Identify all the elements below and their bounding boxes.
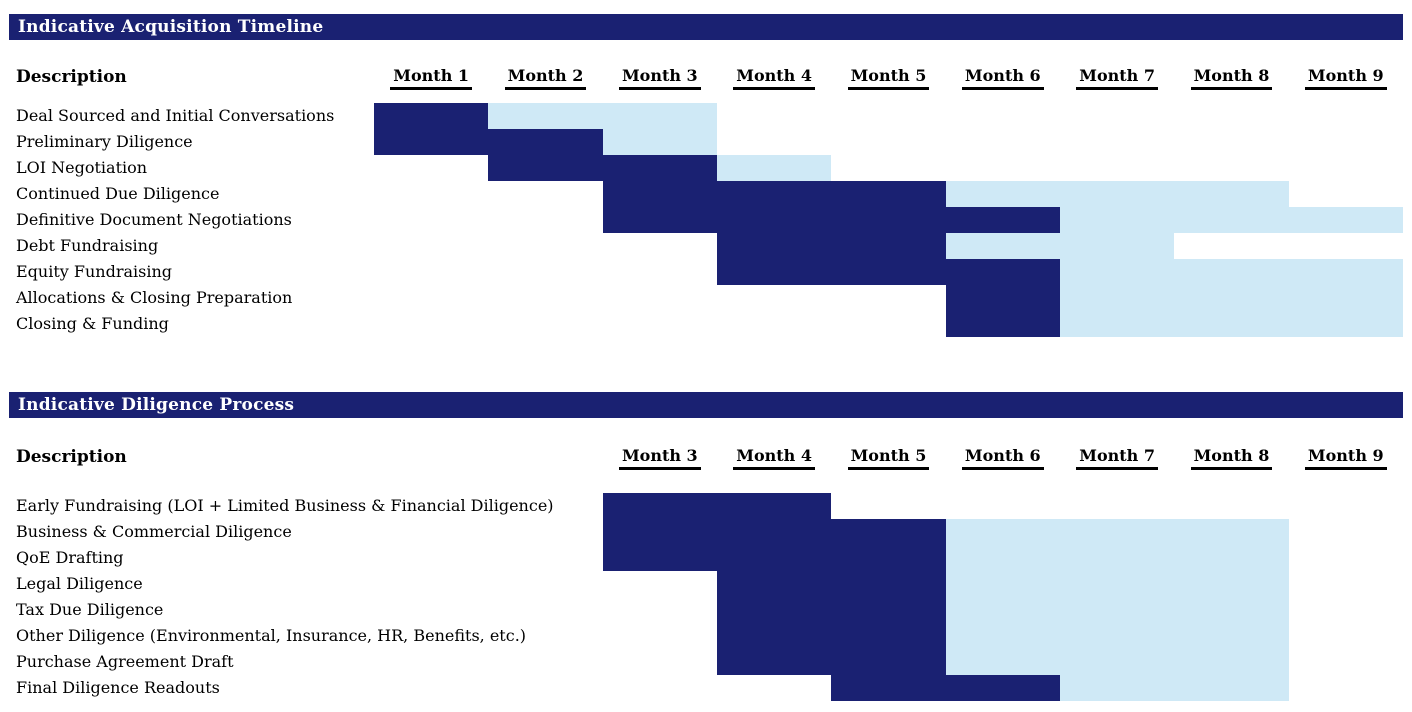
task-label: Definitive Document Negotiations xyxy=(16,210,292,229)
gantt-bar-light xyxy=(488,103,717,129)
gantt-bar-dark xyxy=(602,519,946,545)
gantt-bar-light xyxy=(945,649,1289,675)
month-header-label: Month 4 xyxy=(733,446,816,470)
task-label: Business & Commercial Diligence xyxy=(16,522,292,541)
gantt-bar-dark xyxy=(488,155,717,181)
gantt-bar-dark xyxy=(374,129,603,155)
task-label: Purchase Agreement Draft xyxy=(16,652,234,671)
month-header-label: Month 1 xyxy=(390,66,473,90)
gantt-bar-light xyxy=(945,519,1289,545)
month-header: Month 9 xyxy=(1289,66,1403,90)
month-header-label: Month 7 xyxy=(1076,446,1158,470)
gantt-bar-light xyxy=(1059,311,1403,337)
month-header: Month 4 xyxy=(717,446,831,470)
description-column-header: Description xyxy=(16,67,127,87)
month-header: Month 4 xyxy=(717,66,831,90)
month-header: Month 6 xyxy=(946,446,1060,470)
month-header: Month 2 xyxy=(488,66,602,90)
gantt-bar-light xyxy=(945,571,1289,597)
gantt-bar-dark xyxy=(716,233,946,259)
month-header-label: Month 4 xyxy=(733,66,816,90)
month-header: Month 5 xyxy=(831,66,945,90)
task-label: Deal Sourced and Initial Conversations xyxy=(16,106,335,125)
month-header: Month 7 xyxy=(1060,66,1174,90)
month-header-label: Month 6 xyxy=(961,446,1044,470)
month-header-label: Month 5 xyxy=(847,66,930,90)
month-header-label: Month 5 xyxy=(847,446,930,470)
gantt-bar-light xyxy=(945,597,1289,623)
gantt-bar-light xyxy=(716,155,832,181)
gantt-bar-light xyxy=(1059,285,1403,311)
gantt-bar-light xyxy=(1059,675,1289,701)
month-header: Month 8 xyxy=(1174,66,1288,90)
gantt-bar-dark xyxy=(831,675,1060,701)
task-label: Continued Due Diligence xyxy=(16,184,220,203)
gantt-bar-light xyxy=(1059,259,1403,285)
month-header: Month 1 xyxy=(374,66,488,90)
month-header: Month 7 xyxy=(1060,446,1174,470)
gantt-bar-dark xyxy=(716,623,946,649)
month-header: Month 3 xyxy=(603,446,717,470)
gantt-bar-dark xyxy=(945,285,1060,311)
description-column-header: Description xyxy=(16,447,127,467)
task-label: QoE Drafting xyxy=(16,548,124,567)
month-header: Month 5 xyxy=(831,446,945,470)
gantt-bar-light xyxy=(945,181,1289,207)
section-title-bar: Indicative Acquisition Timeline xyxy=(9,14,1403,40)
gantt-bar-dark xyxy=(716,649,946,675)
gantt-bar-dark xyxy=(374,103,489,129)
task-label: Allocations & Closing Preparation xyxy=(16,288,293,307)
month-header: Month 3 xyxy=(603,66,717,90)
gantt-bar-light xyxy=(602,129,717,155)
month-header: Month 8 xyxy=(1174,446,1288,470)
task-label: Equity Fundraising xyxy=(16,262,173,281)
month-header-label: Month 2 xyxy=(504,66,587,90)
gantt-bar-dark xyxy=(716,597,946,623)
section-title: Indicative Diligence Process xyxy=(18,395,295,415)
gantt-bar-dark xyxy=(602,493,832,519)
month-header: Month 9 xyxy=(1289,446,1403,470)
gantt-bar-dark xyxy=(716,259,1060,285)
task-label: Preliminary Diligence xyxy=(16,132,193,151)
month-header-label: Month 3 xyxy=(618,66,701,90)
month-header-label: Month 7 xyxy=(1076,66,1158,90)
gantt-bar-light xyxy=(945,233,1175,259)
gantt-bar-light xyxy=(945,545,1289,571)
month-header-label: Month 8 xyxy=(1190,446,1273,470)
month-header-label: Month 8 xyxy=(1190,66,1273,90)
gantt-bar-dark xyxy=(716,571,946,597)
month-header-label: Month 3 xyxy=(618,446,701,470)
task-label: Final Diligence Readouts xyxy=(16,678,220,697)
task-label: Debt Fundraising xyxy=(16,236,159,255)
gantt-bar-light xyxy=(945,623,1289,649)
task-label: Closing & Funding xyxy=(16,314,169,333)
month-header-label: Month 9 xyxy=(1304,66,1387,90)
task-label: Other Diligence (Environmental, Insuranc… xyxy=(16,626,527,645)
month-header-label: Month 6 xyxy=(961,66,1044,90)
task-label: LOI Negotiation xyxy=(16,158,148,177)
section-title: Indicative Acquisition Timeline xyxy=(18,17,324,37)
month-header: Month 6 xyxy=(946,66,1060,90)
gantt-bar-dark xyxy=(945,311,1060,337)
gantt-bar-dark xyxy=(602,181,946,207)
task-label: Early Fundraising (LOI + Limited Busines… xyxy=(16,496,554,515)
gantt-bar-dark xyxy=(602,207,1060,233)
section-title-bar: Indicative Diligence Process xyxy=(9,392,1403,418)
gantt-bar-light xyxy=(1059,207,1403,233)
gantt-bar-dark xyxy=(602,545,946,571)
task-label: Legal Diligence xyxy=(16,574,143,593)
month-header-label: Month 9 xyxy=(1304,446,1387,470)
task-label: Tax Due Diligence xyxy=(16,600,164,619)
